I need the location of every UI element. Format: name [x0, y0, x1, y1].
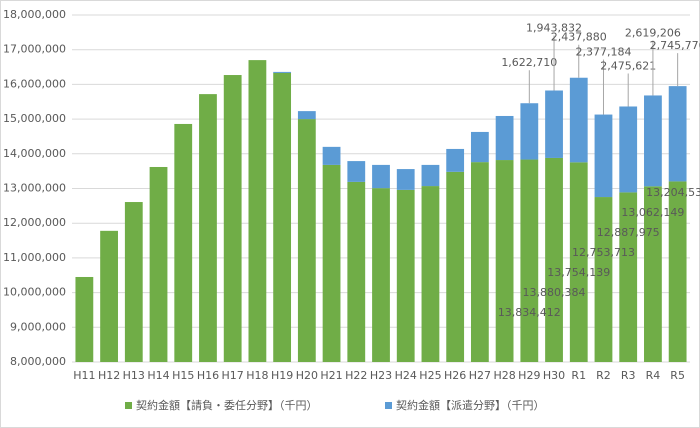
bar-segment — [569, 162, 588, 362]
y-tick-label: 17,000,000 — [3, 43, 66, 56]
bar-segment — [668, 86, 687, 182]
x-tick-label: H28 — [493, 369, 515, 382]
data-label: 13,062,149 — [621, 206, 684, 219]
bar-segment — [644, 186, 662, 362]
x-tick-label: H24 — [395, 369, 417, 382]
bar-segment — [372, 188, 390, 362]
x-tick-label: H12 — [98, 369, 120, 382]
bar-segment — [495, 160, 514, 362]
bar-segment — [619, 192, 638, 362]
bar-segment — [470, 162, 489, 362]
y-tick-label: 11,000,000 — [3, 251, 66, 264]
bar-segment — [569, 77, 588, 163]
bar-segment — [223, 75, 242, 362]
y-tick-label: 14,000,000 — [3, 147, 66, 160]
x-tick-label: R3 — [621, 369, 636, 382]
bar-segment — [644, 95, 662, 187]
x-tick-label: H18 — [246, 369, 268, 382]
bar-segment — [396, 189, 415, 362]
bar-segment — [297, 111, 316, 120]
legend-swatch — [125, 402, 132, 409]
x-tick-label: H19 — [271, 369, 293, 382]
bar-segment — [470, 131, 489, 163]
x-tick-label: H15 — [172, 369, 194, 382]
x-tick-label: H25 — [419, 369, 441, 382]
data-label: 13,834,412 — [498, 306, 561, 319]
bar-segment — [149, 166, 168, 362]
bar-segment — [322, 164, 341, 362]
x-tick-label: H29 — [518, 369, 540, 382]
bar-segment — [520, 103, 539, 160]
bar-segment — [545, 157, 563, 362]
x-tick-label: H21 — [320, 369, 342, 382]
bar-segment — [619, 106, 638, 193]
bar-segment — [594, 114, 613, 198]
bar-segment — [248, 60, 267, 363]
data-label: 12,753,713 — [572, 246, 635, 259]
bar-segment — [174, 123, 193, 362]
bar-segment — [347, 161, 366, 182]
y-tick-label: 16,000,000 — [3, 77, 66, 90]
x-tick-label: H14 — [147, 369, 169, 382]
x-tick-label: H22 — [345, 369, 367, 382]
data-label: 13,880,384 — [523, 286, 586, 299]
legend-swatch — [385, 402, 392, 409]
bar-segment — [594, 197, 613, 362]
y-tick-label: 8,000,000 — [10, 355, 66, 368]
data-label: 2,745,776 — [650, 39, 700, 52]
x-tick-label: H23 — [370, 369, 392, 382]
y-tick-label: 18,000,000 — [3, 8, 66, 21]
y-tick-label: 13,000,000 — [3, 182, 66, 195]
bar-segment — [446, 171, 465, 362]
x-tick-label: R5 — [670, 369, 685, 382]
bar-segment — [75, 276, 94, 362]
bar-segment — [273, 71, 292, 73]
y-tick-label: 10,000,000 — [3, 286, 66, 299]
x-tick-label: R1 — [571, 369, 586, 382]
bar-segment — [124, 202, 143, 362]
bar-segment — [668, 181, 687, 362]
data-label: 13,204,535 — [646, 186, 700, 199]
x-tick-label: H27 — [469, 369, 491, 382]
legend-label: 契約金額【請負・委任分野】（千円） — [136, 398, 318, 412]
data-label: 1,943,832 — [526, 21, 582, 34]
x-tick-label: H30 — [543, 369, 565, 382]
y-tick-label: 9,000,000 — [10, 320, 66, 333]
bar-segment — [273, 72, 292, 362]
data-label: 2,377,184 — [575, 46, 631, 59]
data-label: 13,754,139 — [547, 266, 610, 279]
data-label: 12,887,975 — [597, 226, 660, 239]
bar-segment — [520, 159, 539, 362]
y-tick-label: 12,000,000 — [3, 216, 66, 229]
data-label: 2,437,880 — [551, 31, 607, 44]
x-tick-label: H26 — [444, 369, 466, 382]
bar-segment — [372, 164, 390, 189]
bar-segment — [495, 115, 514, 161]
bar-segment — [446, 148, 465, 172]
x-tick-label: H11 — [73, 369, 95, 382]
legend-label: 契約金額【派遣分野】（千円） — [396, 398, 545, 412]
bar-segment — [297, 119, 316, 362]
y-tick-label: 15,000,000 — [3, 112, 66, 125]
bar-segment — [100, 230, 118, 362]
x-tick-label: H13 — [123, 369, 145, 382]
bar-segment — [421, 164, 440, 187]
bar-segment — [421, 186, 440, 362]
x-tick-label: H17 — [222, 369, 244, 382]
data-label: 2,475,621 — [600, 59, 656, 72]
bar-segment — [322, 146, 341, 165]
data-label: 1,622,710 — [501, 56, 557, 69]
x-tick-label: R2 — [596, 369, 611, 382]
bar-segment — [347, 181, 366, 362]
x-tick-label: H16 — [197, 369, 219, 382]
bar-segment — [199, 94, 217, 362]
x-tick-label: H20 — [296, 369, 318, 382]
data-label: 2,619,206 — [625, 26, 681, 39]
bar-segment — [545, 90, 563, 158]
x-tick-label: R4 — [646, 369, 661, 382]
bar-segment — [396, 169, 415, 190]
